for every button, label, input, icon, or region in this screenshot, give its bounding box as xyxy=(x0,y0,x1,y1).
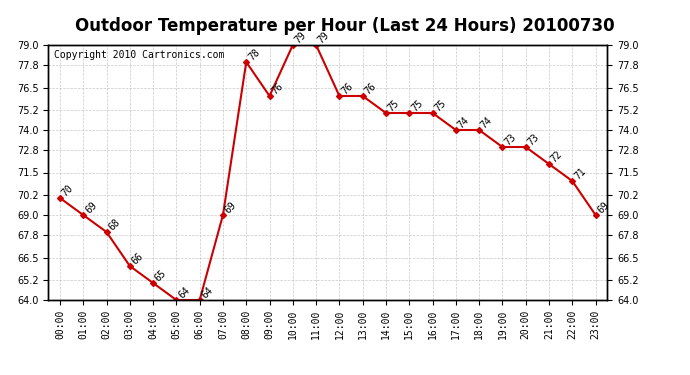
Text: 66: 66 xyxy=(130,251,145,266)
Text: 68: 68 xyxy=(106,217,122,232)
Text: 75: 75 xyxy=(409,98,424,113)
Text: 69: 69 xyxy=(83,200,99,215)
Text: Copyright 2010 Cartronics.com: Copyright 2010 Cartronics.com xyxy=(54,50,224,60)
Text: 71: 71 xyxy=(572,166,588,181)
Text: 69: 69 xyxy=(223,200,238,215)
Text: 74: 74 xyxy=(479,115,495,130)
Text: 73: 73 xyxy=(526,132,541,147)
Text: 70: 70 xyxy=(60,183,75,198)
Text: 75: 75 xyxy=(386,98,402,113)
Text: 65: 65 xyxy=(153,268,168,283)
Text: 73: 73 xyxy=(502,132,518,147)
Text: 76: 76 xyxy=(270,81,285,96)
Text: 76: 76 xyxy=(363,81,378,96)
Text: 79: 79 xyxy=(316,30,331,45)
Text: 78: 78 xyxy=(246,46,262,62)
Text: 64: 64 xyxy=(199,285,215,300)
Text: 64: 64 xyxy=(177,285,192,300)
Text: Outdoor Temperature per Hour (Last 24 Hours) 20100730: Outdoor Temperature per Hour (Last 24 Ho… xyxy=(75,17,615,35)
Text: 69: 69 xyxy=(595,200,611,215)
Text: 76: 76 xyxy=(339,81,355,96)
Text: 75: 75 xyxy=(433,98,448,113)
Text: 74: 74 xyxy=(456,115,471,130)
Text: 79: 79 xyxy=(293,30,308,45)
Text: 72: 72 xyxy=(549,148,564,164)
